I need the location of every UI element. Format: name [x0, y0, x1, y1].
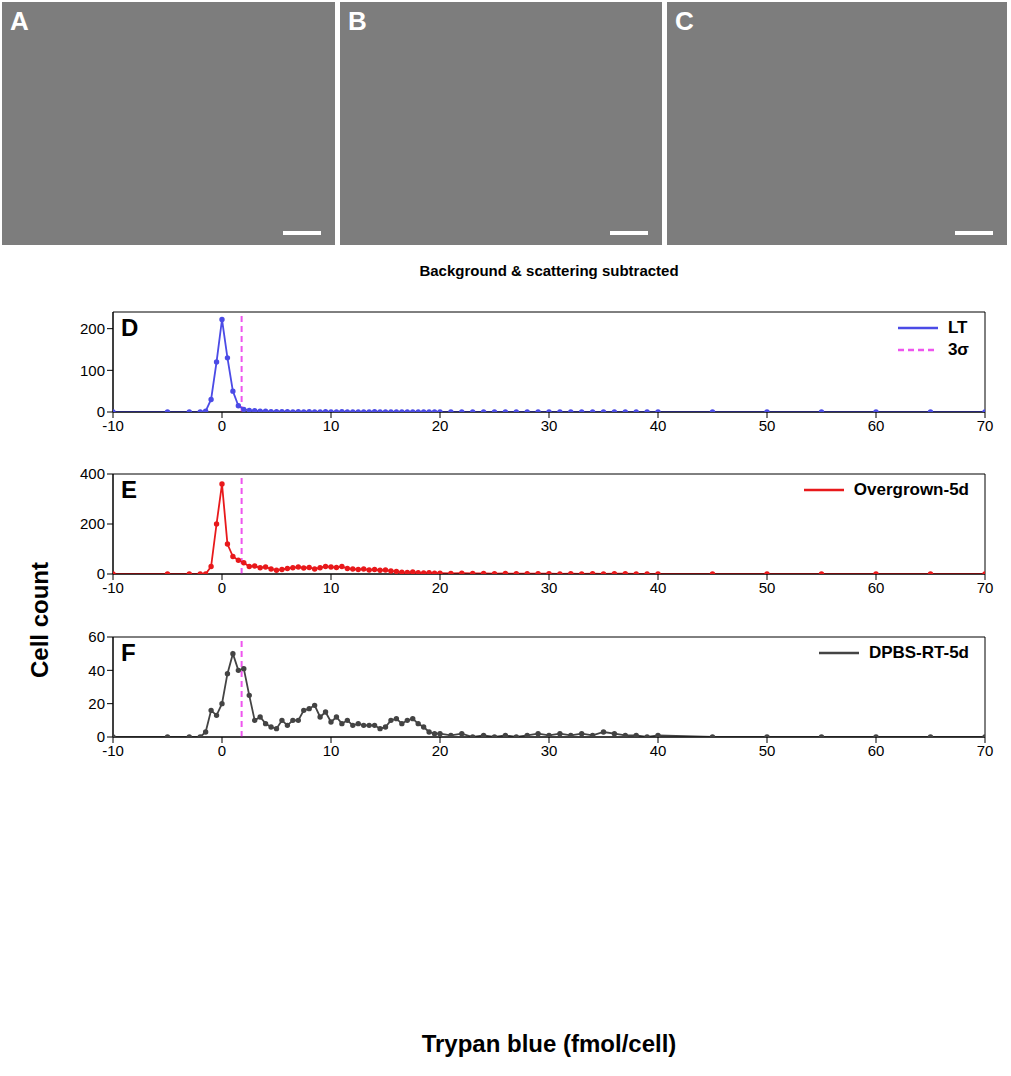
html-text:D: D: [121, 314, 139, 341]
svg-text:30: 30: [541, 579, 558, 596]
svg-text:60: 60: [868, 742, 885, 759]
svg-text:0: 0: [218, 417, 226, 434]
svg-text:20: 20: [432, 579, 449, 596]
svg-text:60: 60: [88, 628, 105, 645]
html-text:Trypan blue (fmol/cell): Trypan blue (fmol/cell): [421, 1030, 677, 1057]
svg-text:20: 20: [432, 417, 449, 434]
svg-text:50: 50: [759, 417, 776, 434]
html-text:Cell count: Cell count: [26, 562, 53, 678]
svg-text:0: 0: [97, 565, 105, 582]
html-text:Overgrown-5d: Overgrown-5d: [853, 480, 969, 499]
svg-text:0: 0: [218, 579, 226, 596]
svg-text:60: 60: [868, 417, 885, 434]
svg-text:40: 40: [88, 662, 105, 679]
svg-text:20: 20: [432, 742, 449, 759]
svg-text:100: 100: [80, 362, 105, 379]
html-text:A: A: [10, 6, 29, 36]
svg-text:200: 200: [80, 515, 105, 532]
svg-text:70: 70: [977, 417, 994, 434]
svg-text:70: 70: [977, 579, 994, 596]
svg-text:-10: -10: [102, 417, 124, 434]
svg-text:30: 30: [541, 417, 558, 434]
html-text:3σ: 3σ: [947, 340, 969, 359]
html-text:Background & scattering subtra: Background & scattering subtracted: [419, 262, 679, 279]
svg-text:0: 0: [218, 742, 226, 759]
html-text:C: C: [675, 6, 694, 36]
svg-text:10: 10: [323, 742, 340, 759]
html-text:E: E: [121, 476, 137, 503]
svg-text:60: 60: [868, 579, 885, 596]
svg-text:10: 10: [323, 417, 340, 434]
svg-text:30: 30: [541, 742, 558, 759]
svg-text:-10: -10: [102, 742, 124, 759]
svg-text:10: 10: [323, 579, 340, 596]
html-text:B: B: [348, 6, 367, 36]
svg-text:-10: -10: [102, 579, 124, 596]
html-text:LT: LT: [947, 318, 968, 337]
svg-text:400: 400: [80, 465, 105, 482]
svg-text:70: 70: [977, 742, 994, 759]
svg-text:0: 0: [97, 728, 105, 745]
svg-text:40: 40: [650, 417, 667, 434]
svg-text:20: 20: [88, 695, 105, 712]
svg-text:40: 40: [650, 579, 667, 596]
html-text:F: F: [121, 639, 136, 666]
svg-text:40: 40: [650, 742, 667, 759]
svg-text:50: 50: [759, 579, 776, 596]
html-text:DPBS-RT-5d: DPBS-RT-5d: [868, 643, 969, 662]
svg-text:200: 200: [80, 320, 105, 337]
svg-text:0: 0: [97, 403, 105, 420]
svg-text:50: 50: [759, 742, 776, 759]
